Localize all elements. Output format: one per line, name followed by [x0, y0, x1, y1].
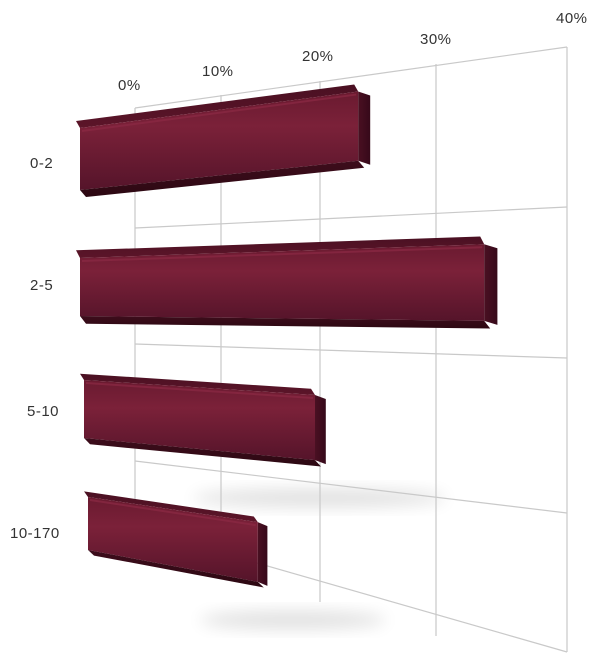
bars — [76, 84, 498, 588]
grid-line-horizontal — [134, 46, 568, 109]
x-tick-label: 20% — [302, 48, 334, 65]
bar-end-face — [358, 91, 371, 165]
y-category-label: 2-5 — [30, 277, 53, 294]
y-category-label: 10-170 — [10, 525, 60, 542]
bar — [84, 491, 268, 588]
bar-bottom-face — [80, 160, 365, 197]
bar-top-face — [80, 373, 315, 396]
bar-end-face — [257, 522, 268, 586]
bar-bottom-face — [88, 550, 264, 588]
y-axis-categories: 0-2 2-5 5-10 10-170 — [10, 155, 60, 542]
bar — [76, 84, 371, 197]
bar-top-face — [76, 84, 359, 128]
x-axis-ticks: 0% 10% 20% 30% 40% — [118, 10, 588, 94]
bar-top-face — [76, 236, 485, 258]
bar-bottom-face — [84, 438, 321, 467]
bar-front-face — [84, 380, 315, 461]
bar-highlight — [81, 93, 357, 132]
bar — [76, 236, 498, 329]
grid-line-horizontal — [134, 343, 568, 359]
bar-end-face — [484, 244, 498, 325]
bar-highlight — [89, 499, 256, 527]
grid-line-horizontal — [134, 206, 568, 229]
bar-shadow — [199, 611, 387, 629]
bar-front-face — [80, 244, 485, 321]
x-tick-label: 10% — [202, 63, 234, 80]
y-category-label: 0-2 — [30, 155, 53, 172]
bar — [80, 373, 326, 467]
bar-highlight — [81, 246, 483, 262]
grid-line-horizontal — [134, 460, 568, 514]
bar-top-face — [84, 491, 258, 523]
x-tick-label: 0% — [118, 77, 141, 94]
x-tick-label: 40% — [556, 10, 588, 27]
bar-end-face — [315, 395, 326, 465]
bar-front-face — [80, 91, 359, 190]
bar-bottom-face — [80, 316, 491, 329]
bar-highlight — [85, 382, 314, 400]
x-tick-label: 30% — [420, 31, 452, 48]
y-category-label: 5-10 — [27, 403, 59, 420]
